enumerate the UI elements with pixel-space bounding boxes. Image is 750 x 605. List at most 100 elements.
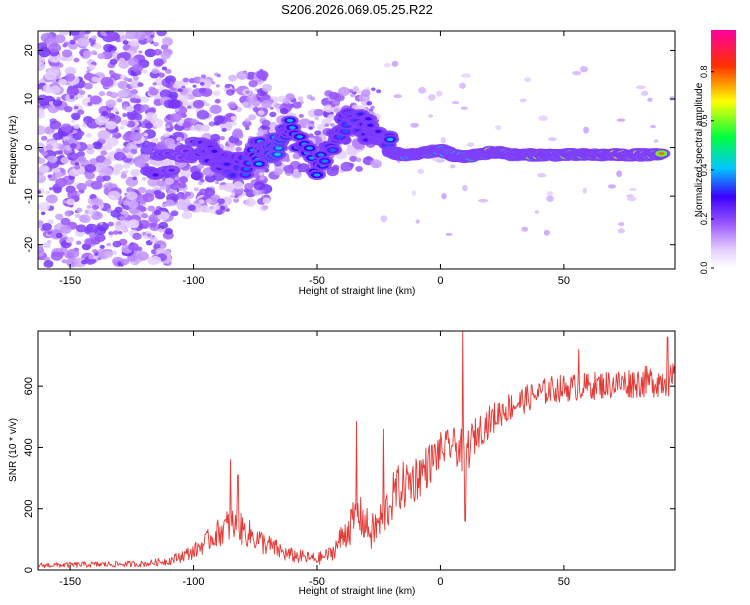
snr-x-axis: -150 -100 -50 0 50: [59, 331, 570, 588]
spectrogram-noise-blob: [169, 113, 182, 123]
spectrogram-noise-blob: [440, 136, 446, 144]
snr-y-tick-label: 600: [23, 377, 35, 395]
spectrogram-noise-blob: [242, 101, 249, 107]
spectrogram-noise-blob: [152, 82, 157, 86]
spectrogram-track-core: [223, 162, 231, 166]
spectrogram-noise-blob: [85, 133, 92, 138]
spectrogram-noise-blob: [283, 164, 295, 174]
spectrogram-noise-blob: [144, 122, 154, 129]
spectrogram-noise-blob: [140, 104, 150, 112]
spectrogram-noise-blob: [199, 81, 205, 86]
spectrogram-track-core: [365, 117, 372, 121]
spectrogram-noise-blob: [127, 112, 137, 121]
spectrogram-noise-blob: [282, 98, 291, 104]
spectrogram-noise-blob: [73, 257, 87, 268]
spectrogram-track-core: [375, 129, 382, 134]
spectrogram-noise-blob: [327, 114, 336, 121]
colorbar-tick-label: 0.4: [699, 164, 709, 177]
spectrogram-noise-blob: [150, 256, 162, 265]
spectrogram-noise-blob: [120, 119, 129, 126]
spectrogram-scatter: [38, 31, 675, 268]
spectrogram-noise-blob: [122, 45, 129, 50]
spectrogram-track-core: [321, 159, 329, 163]
spectrogram-noise-blob: [445, 232, 453, 236]
snr-y-tick-label: 0: [23, 567, 35, 573]
spectrogram-noise-blob: [111, 107, 119, 113]
spectrogram-x-label: Height of straight line (km): [299, 286, 416, 297]
spectrogram-noise-blob: [158, 227, 165, 233]
spectrogram-noise-blob: [201, 190, 206, 194]
spectrogram-noise-blob: [148, 87, 159, 96]
spectrogram-noise-blob: [333, 108, 340, 113]
spectrogram-noise-blob: [209, 104, 222, 115]
spectrogram-noise-blob: [330, 103, 336, 108]
spectrogram-noise-blob: [141, 231, 147, 236]
spectrogram-noise-blob: [225, 89, 235, 96]
snr-plot: [38, 331, 675, 569]
spectrogram-noise-blob: [618, 222, 625, 227]
spectrogram-noise-blob: [70, 119, 76, 123]
snr-x-tick-label: -50: [309, 576, 325, 588]
spectrogram-noise-blob: [245, 198, 256, 207]
spectrogram-noise-blob: [380, 215, 388, 223]
spectrogram-noise-blob: [495, 124, 502, 131]
spectrogram-noise-blob: [193, 123, 205, 132]
spectrogram-noise-blob: [269, 106, 274, 110]
spectrogram-noise-blob: [153, 189, 162, 196]
spectrogram-noise-blob: [229, 144, 234, 148]
spectrogram-noise-blob: [141, 213, 149, 219]
spectrogram-noise-blob: [219, 136, 225, 141]
spectrogram-noise-blob: [78, 31, 85, 36]
spectrogram-noise-blob: [67, 190, 80, 200]
spectrogram-noise-blob: [147, 205, 156, 212]
spectrogram-noise-blob: [125, 152, 134, 159]
spectrogram-track-core: [342, 129, 349, 134]
spectrogram-noise-blob: [371, 87, 376, 91]
spectrogram-noise-blob: [71, 225, 76, 229]
spectrogram-y-tick-label: 20: [23, 44, 35, 56]
spectrogram-noise-blob: [77, 156, 87, 163]
spectrogram-noise-blob: [88, 232, 96, 238]
spectrogram-noise-blob: [151, 181, 157, 186]
spectrogram-noise-blob: [274, 103, 281, 108]
spectrogram-noise-blob: [216, 73, 222, 78]
spectrogram-noise-blob: [236, 70, 248, 80]
spectrogram-noise-blob: [548, 137, 557, 142]
spectrogram-noise-blob: [349, 155, 358, 162]
spectrogram-track-core: [386, 137, 394, 142]
spectrogram-noise-blob: [616, 118, 626, 122]
spectrogram-noise-blob: [436, 90, 443, 97]
spectrogram-noise-blob: [198, 181, 203, 186]
spectrogram-noise-blob: [308, 133, 314, 138]
spectrogram-x-tick-label: -150: [59, 275, 81, 287]
spectrogram-noise-blob: [635, 85, 646, 90]
spectrogram-noise-blob: [84, 31, 91, 35]
spectrogram-noise-blob: [161, 36, 173, 46]
spectrogram-noise-blob: [76, 151, 86, 158]
spectrogram-noise-blob: [546, 195, 554, 203]
spectrogram-noise-blob: [112, 169, 121, 176]
spectrogram-noise-blob: [120, 173, 127, 179]
spectrogram-noise-blob: [616, 170, 623, 178]
spectrogram-noise-blob: [308, 126, 313, 130]
spectrogram-noise-blob: [47, 219, 54, 225]
spectrogram-noise-blob: [75, 162, 80, 166]
spectrogram-noise-blob: [106, 208, 113, 214]
spectrogram-noise-blob: [92, 211, 103, 220]
colorbar-tick-label: 0.6: [699, 115, 709, 128]
spectrogram-noise-blob: [292, 101, 302, 109]
spectrogram-noise-blob: [143, 133, 149, 137]
spectrogram-noise-blob: [167, 98, 181, 109]
spectrogram-noise-blob: [355, 165, 363, 172]
spectrogram-noise-blob: [233, 198, 240, 203]
spectrogram-noise-blob: [459, 82, 466, 89]
spectrogram-noise-blob: [66, 198, 76, 206]
spectrogram-noise-blob: [76, 182, 87, 191]
spectrogram-noise-blob: [352, 86, 359, 92]
spectrogram-noise-blob: [227, 101, 237, 109]
spectrogram-noise-blob: [58, 31, 70, 36]
spectrogram-noise-blob: [43, 260, 54, 268]
spectrogram-noise-blob: [261, 100, 272, 109]
spectrogram-noise-blob: [170, 210, 179, 217]
spectrogram-noise-blob: [112, 240, 122, 248]
